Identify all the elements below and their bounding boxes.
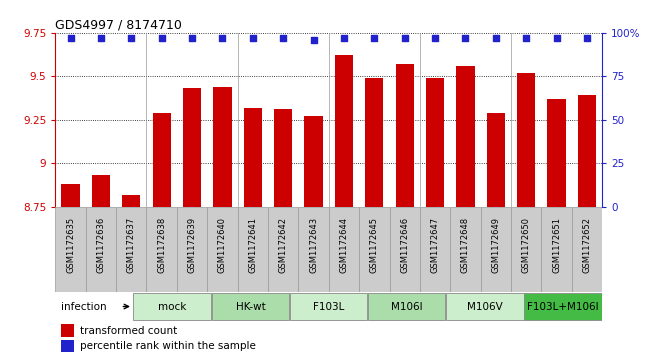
FancyBboxPatch shape xyxy=(572,207,602,292)
Point xyxy=(551,35,562,41)
Text: GSM1172638: GSM1172638 xyxy=(157,217,166,273)
Bar xyxy=(183,89,201,207)
Text: GSM1172652: GSM1172652 xyxy=(583,217,592,273)
Text: mock: mock xyxy=(158,302,187,311)
Text: GSM1172650: GSM1172650 xyxy=(521,217,531,273)
Text: GSM1172645: GSM1172645 xyxy=(370,217,379,273)
FancyBboxPatch shape xyxy=(450,207,480,292)
FancyBboxPatch shape xyxy=(146,207,177,292)
Text: HK-wt: HK-wt xyxy=(236,302,266,311)
Point xyxy=(491,35,501,41)
Point xyxy=(369,35,380,41)
FancyBboxPatch shape xyxy=(238,207,268,292)
Point xyxy=(278,35,288,41)
Text: GSM1172637: GSM1172637 xyxy=(127,217,136,273)
Bar xyxy=(456,66,475,207)
FancyBboxPatch shape xyxy=(212,293,289,321)
Bar xyxy=(396,64,414,207)
Bar xyxy=(214,87,232,207)
Text: GSM1172651: GSM1172651 xyxy=(552,217,561,273)
Bar xyxy=(243,107,262,207)
Bar xyxy=(487,113,505,207)
Text: F103L: F103L xyxy=(313,302,344,311)
FancyBboxPatch shape xyxy=(133,293,211,321)
Text: GSM1172642: GSM1172642 xyxy=(279,217,288,273)
Text: F103L+M106I: F103L+M106I xyxy=(527,302,599,311)
Text: M106I: M106I xyxy=(391,302,422,311)
Bar xyxy=(274,109,292,207)
Text: infection: infection xyxy=(61,302,106,311)
Bar xyxy=(547,99,566,207)
Text: GDS4997 / 8174710: GDS4997 / 8174710 xyxy=(55,19,182,32)
Bar xyxy=(61,184,79,207)
Point xyxy=(582,35,592,41)
Text: M106V: M106V xyxy=(467,302,503,311)
Text: GSM1172635: GSM1172635 xyxy=(66,217,75,273)
Text: GSM1172648: GSM1172648 xyxy=(461,217,470,273)
FancyBboxPatch shape xyxy=(177,207,207,292)
Bar xyxy=(92,175,110,207)
FancyBboxPatch shape xyxy=(524,293,602,321)
FancyBboxPatch shape xyxy=(420,207,450,292)
Point xyxy=(156,35,167,41)
FancyBboxPatch shape xyxy=(298,207,329,292)
Point xyxy=(126,35,137,41)
Text: transformed count: transformed count xyxy=(80,326,177,335)
FancyBboxPatch shape xyxy=(55,207,86,292)
Text: GSM1172649: GSM1172649 xyxy=(492,217,501,273)
Text: GSM1172644: GSM1172644 xyxy=(339,217,348,273)
Text: GSM1172647: GSM1172647 xyxy=(430,217,439,273)
Point xyxy=(247,35,258,41)
Point xyxy=(217,35,228,41)
FancyBboxPatch shape xyxy=(389,207,420,292)
Bar xyxy=(578,95,596,207)
Point xyxy=(521,35,531,41)
Point xyxy=(339,35,349,41)
FancyBboxPatch shape xyxy=(268,207,298,292)
Bar xyxy=(335,55,353,207)
Text: GSM1172643: GSM1172643 xyxy=(309,217,318,273)
Text: percentile rank within the sample: percentile rank within the sample xyxy=(80,341,256,351)
FancyBboxPatch shape xyxy=(480,207,511,292)
Point xyxy=(96,35,106,41)
Bar xyxy=(305,116,323,207)
FancyBboxPatch shape xyxy=(290,293,367,321)
FancyBboxPatch shape xyxy=(207,207,238,292)
Point xyxy=(65,35,76,41)
FancyBboxPatch shape xyxy=(511,207,542,292)
Bar xyxy=(61,340,74,352)
Bar xyxy=(152,113,171,207)
Bar xyxy=(426,78,444,207)
Point xyxy=(187,35,197,41)
FancyBboxPatch shape xyxy=(542,207,572,292)
FancyBboxPatch shape xyxy=(86,207,116,292)
Text: GSM1172636: GSM1172636 xyxy=(96,217,105,273)
Point xyxy=(460,35,471,41)
FancyBboxPatch shape xyxy=(368,293,445,321)
Point xyxy=(430,35,440,41)
Bar xyxy=(365,78,383,207)
Text: GSM1172646: GSM1172646 xyxy=(400,217,409,273)
Point xyxy=(309,37,319,42)
Bar xyxy=(61,324,74,337)
Point xyxy=(400,35,410,41)
FancyBboxPatch shape xyxy=(329,207,359,292)
Text: GSM1172639: GSM1172639 xyxy=(187,217,197,273)
Bar xyxy=(122,195,141,207)
Bar xyxy=(517,73,535,207)
FancyBboxPatch shape xyxy=(446,293,523,321)
Text: GSM1172640: GSM1172640 xyxy=(218,217,227,273)
FancyBboxPatch shape xyxy=(359,207,389,292)
Text: GSM1172641: GSM1172641 xyxy=(248,217,257,273)
FancyBboxPatch shape xyxy=(116,207,146,292)
